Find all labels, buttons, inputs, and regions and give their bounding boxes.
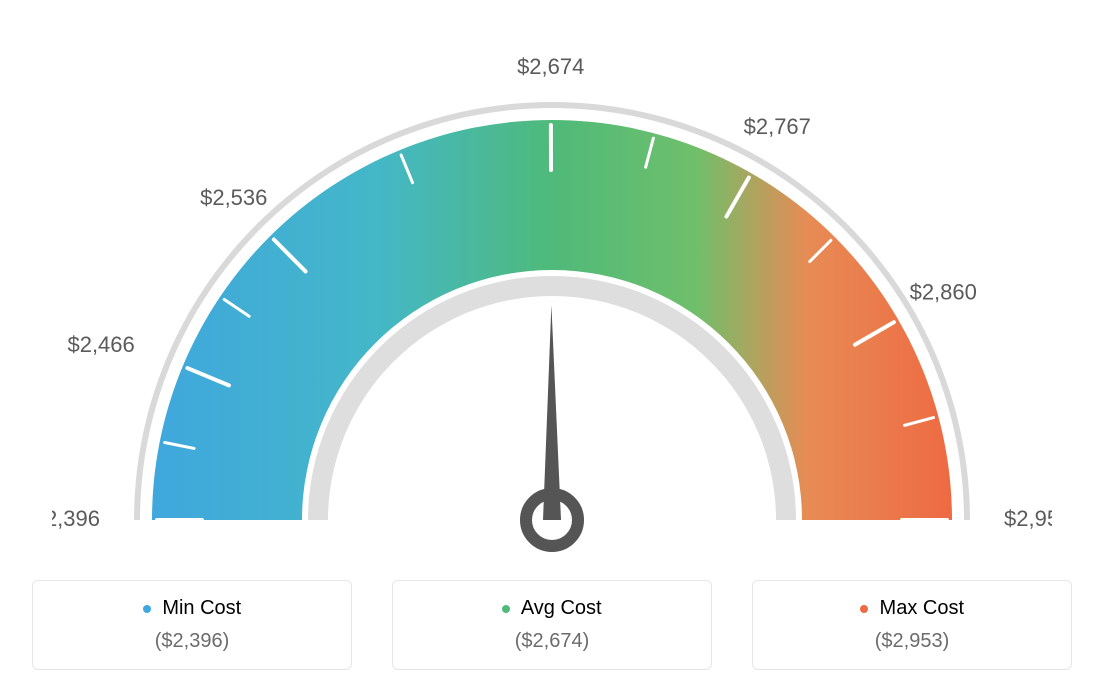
legend-min-title: Min Cost (43, 597, 341, 620)
dot-icon (143, 605, 151, 613)
legend-avg-box: Avg Cost ($2,674) (392, 580, 712, 670)
gauge-needle (543, 305, 561, 520)
legend-min-box: Min Cost ($2,396) (32, 580, 352, 670)
gauge-tick-label: $2,674 (517, 54, 584, 79)
chart-container: $2,396 $2,466 $2,536 $2,674 $2,767 $2,860 $2,9… (0, 0, 1104, 690)
dot-icon (502, 605, 510, 613)
legend-min-label: Min Cost (162, 597, 241, 619)
gauge-tick-label: $2,860 (910, 280, 977, 305)
legend-avg-label: Avg Cost (521, 597, 602, 619)
legend-avg-title: Avg Cost (403, 597, 701, 620)
gauge-tick-label: $2,536 (200, 185, 267, 210)
gauge-tick-label: $2,466 (67, 332, 134, 357)
legend-max-label: Max Cost (880, 597, 964, 619)
gauge-svg: $2,396 $2,466 $2,536 $2,674 $2,767 $2,860 $2,9… (52, 50, 1052, 570)
gauge-wrap: $2,396 $2,466 $2,536 $2,674 $2,767 $2,860 $2,9… (0, 0, 1104, 560)
gauge-tick-label: $2,953 (1004, 506, 1052, 531)
legend-max-box: Max Cost ($2,953) (752, 580, 1072, 670)
dot-icon (860, 605, 868, 613)
legend-max-title: Max Cost (763, 597, 1061, 620)
gauge-tick-label: $2,396 (52, 506, 100, 531)
legend-min-value: ($2,396) (43, 630, 341, 653)
legend-row: Min Cost ($2,396) Avg Cost ($2,674) Max … (0, 580, 1104, 670)
legend-avg-value: ($2,674) (403, 630, 701, 653)
legend-max-value: ($2,953) (763, 630, 1061, 653)
gauge-tick-label: $2,767 (744, 114, 811, 139)
